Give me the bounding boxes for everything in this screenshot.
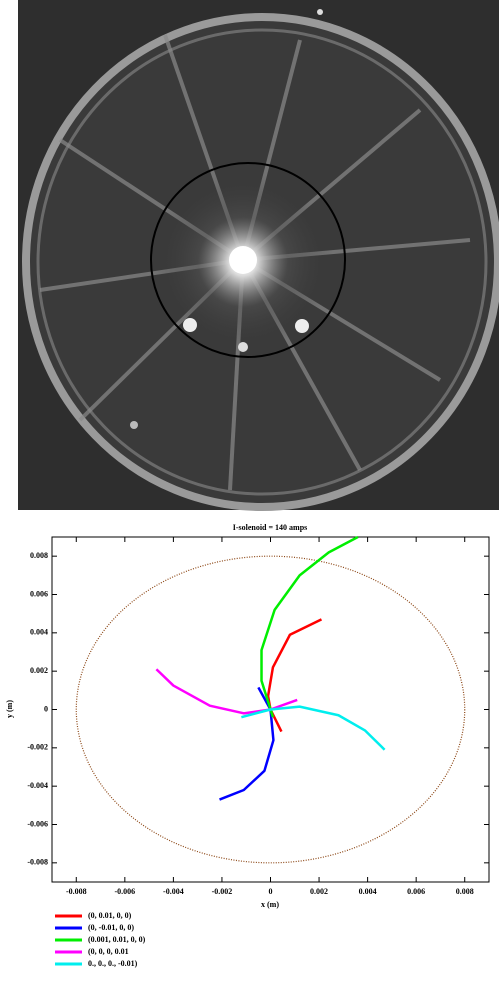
series-line xyxy=(155,668,298,715)
legend-label: (0, -0.01, 0, 0) xyxy=(88,923,134,932)
x-tick-label: 0.006 xyxy=(407,887,425,896)
y-tick-label: -0.006 xyxy=(27,819,48,828)
y-tick-label: 0.002 xyxy=(30,666,48,675)
x-tick-label: -0.002 xyxy=(212,887,233,896)
y-tick-label: 0.008 xyxy=(30,551,48,560)
y-tick-label: -0.002 xyxy=(27,743,48,752)
x-tick-label: 0.008 xyxy=(456,887,474,896)
series-line xyxy=(219,686,275,801)
x-axis-label: x (m) xyxy=(261,900,279,909)
legend-label: (0, 0.01, 0, 0) xyxy=(88,911,132,920)
y-tick-label: 0.006 xyxy=(30,589,48,598)
x-tick-label: -0.004 xyxy=(163,887,184,896)
x-tick-label: -0.006 xyxy=(114,887,135,896)
legend-label: 0., 0., 0., -0.01) xyxy=(88,959,138,968)
y-tick-label: 0 xyxy=(44,704,48,713)
x-tick-label: 0 xyxy=(269,887,273,896)
series-line xyxy=(241,705,386,751)
photo xyxy=(18,0,499,511)
y-axis-label: y (m) xyxy=(5,700,14,718)
y-tick-label: 0.004 xyxy=(30,628,48,637)
chart-title: I-solenoid = 140 amps xyxy=(233,523,308,532)
reference-circle xyxy=(75,555,466,864)
legend-label: (0.001, 0.01, 0, 0) xyxy=(88,935,146,944)
y-tick-label: -0.004 xyxy=(27,781,48,790)
legend-label: (0, 0, 0, 0.01 xyxy=(88,947,129,956)
x-tick-label: 0.004 xyxy=(359,887,377,896)
series-line xyxy=(260,535,359,718)
y-tick-label: -0.008 xyxy=(27,858,48,867)
x-tick-label: 0.002 xyxy=(310,887,328,896)
x-tick-label: -0.008 xyxy=(66,887,87,896)
series-line xyxy=(266,618,323,733)
